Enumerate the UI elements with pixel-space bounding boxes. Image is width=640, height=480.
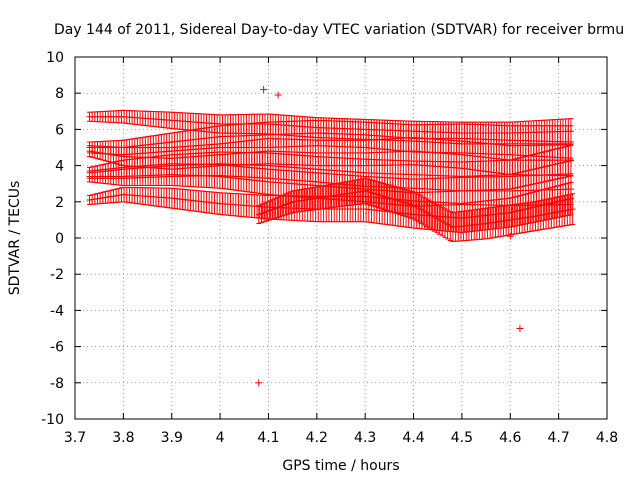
series-track-1 <box>86 109 574 145</box>
outlier-point <box>274 91 282 99</box>
grid <box>75 57 607 419</box>
axes: 3.7 3.8 3.9 4 4.1 4.2 4.3 4.4 4.5 4.6 4.7 4.8 10 8 6 4 2… <box>41 50 618 446</box>
x-tick-label: 4.3 <box>354 430 376 446</box>
y-tick-label: 8 <box>55 86 64 102</box>
x-tick-label: 3.7 <box>64 430 86 446</box>
x-tick-label: 3.9 <box>161 430 183 446</box>
y-tick-label: 4 <box>55 159 64 175</box>
outlier-point <box>506 232 514 240</box>
y-tick-label: 6 <box>55 122 64 138</box>
outlier-point <box>516 325 524 332</box>
y-tick-label: 2 <box>55 195 64 211</box>
x-tick-label: 4.8 <box>596 430 618 446</box>
y-tick-label: -10 <box>41 412 64 428</box>
y-axis-label: SDTVAR / TECUs <box>7 181 23 296</box>
x-tick-label: 4.7 <box>548 430 570 446</box>
y-tick-label: 0 <box>55 231 64 247</box>
x-tick-label: 4.5 <box>451 430 473 446</box>
chart-title: Day 144 of 2011, Sidereal Day-to-day VTE… <box>54 22 624 38</box>
outlier-point <box>255 379 263 387</box>
x-tick-label: 3.8 <box>112 430 134 446</box>
y-tick-label: -8 <box>50 376 64 392</box>
y-tick-label: -2 <box>50 267 64 283</box>
x-tick-label: 4.2 <box>306 430 328 446</box>
y-tick-label: -6 <box>50 340 64 356</box>
y-tick-label: -4 <box>50 303 64 319</box>
x-tick-label: 4.1 <box>257 430 279 446</box>
data-series <box>86 109 576 243</box>
x-tick-label: 4.4 <box>402 430 424 446</box>
outlier-points <box>255 86 524 387</box>
series-track-6 <box>86 181 574 234</box>
y-tick-label: 10 <box>46 50 64 66</box>
series-track-7 <box>255 177 576 243</box>
x-tick-label: 4 <box>216 430 225 446</box>
x-tick-label: 4.6 <box>499 430 521 446</box>
outlier-point <box>260 86 268 94</box>
x-axis-label: GPS time / hours <box>282 458 399 474</box>
